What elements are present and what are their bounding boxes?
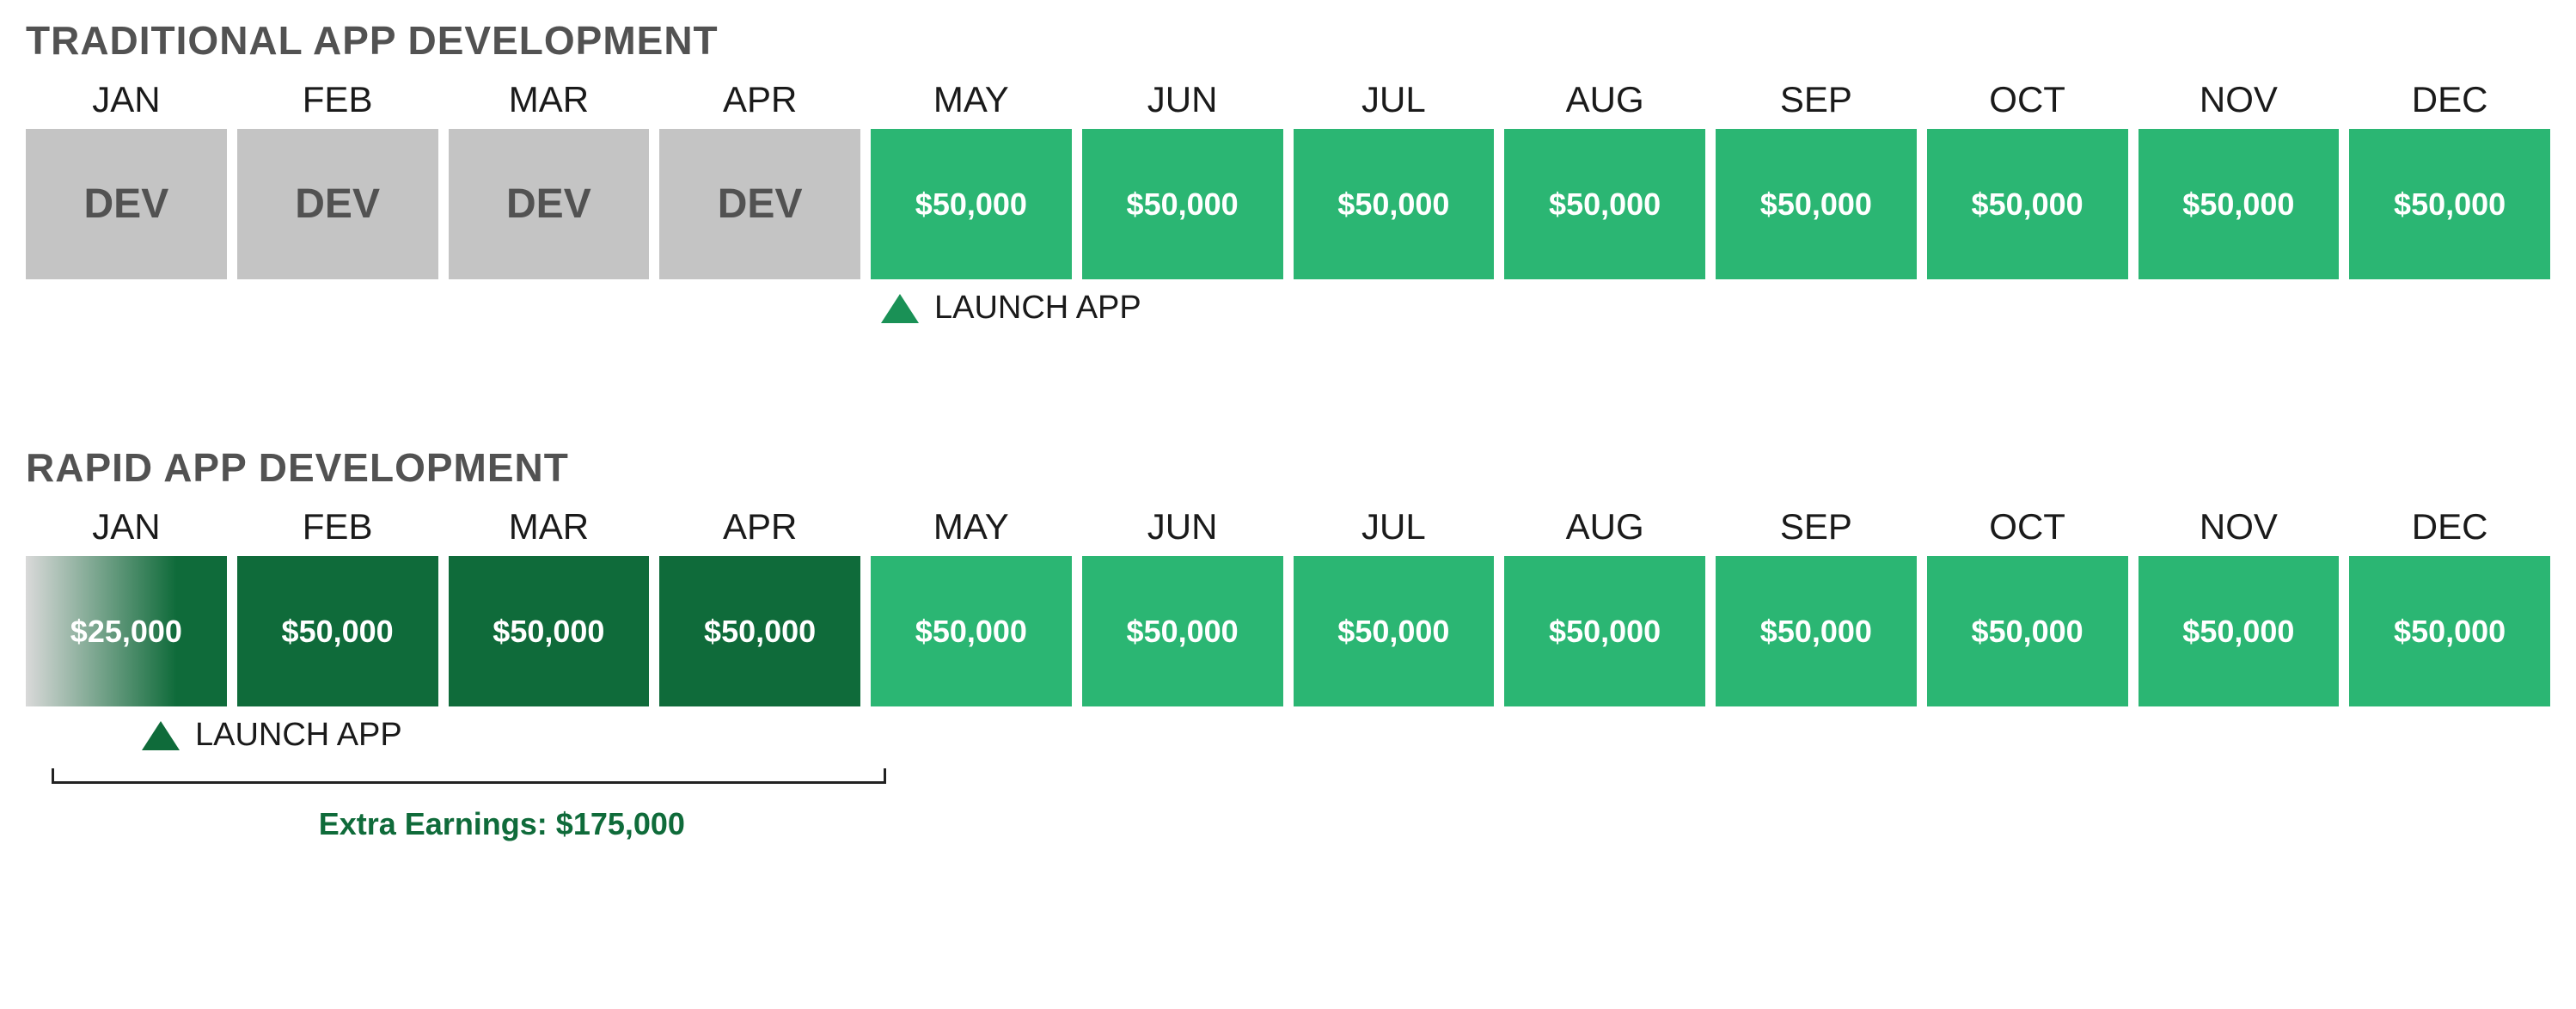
month-col: MAY $50,000 xyxy=(871,79,1072,279)
month-col: DEC $50,000 xyxy=(2349,79,2550,279)
month-col: JUN $50,000 xyxy=(1082,506,1283,706)
month-label: OCT xyxy=(1989,506,2065,547)
month-col: NOV $50,000 xyxy=(2139,79,2340,279)
rev-block: $50,000 xyxy=(1504,129,1705,279)
traditional-row: JAN DEV FEB DEV MAR DEV APR DEV MAY $50,000 JUN $50… xyxy=(26,79,2550,279)
month-col: MAY $50,000 xyxy=(871,506,1072,706)
month-label: JAN xyxy=(92,79,160,120)
traditional-launch-label: LAUNCH APP xyxy=(934,290,1141,327)
month-col: JUL $50,000 xyxy=(1294,506,1495,706)
month-col: FEB $50,000 xyxy=(237,506,438,706)
dev-block: DEV xyxy=(26,129,227,279)
rapid-row: JAN $25,000 FEB $50,000 MAR $50,000 APR $50,000… xyxy=(26,506,2550,706)
dev-block: DEV xyxy=(237,129,438,279)
month-col: JUN $50,000 xyxy=(1082,79,1283,279)
gradient-block: $25,000 xyxy=(26,556,227,706)
month-col: MAR $50,000 xyxy=(449,506,650,706)
month-col: OCT $50,000 xyxy=(1927,79,2128,279)
month-label: NOV xyxy=(2200,79,2278,120)
month-col: DEC $50,000 xyxy=(2349,506,2550,706)
rev-block: $50,000 xyxy=(1082,556,1283,706)
month-label: AUG xyxy=(1566,79,1644,120)
month-label: MAY xyxy=(933,79,1009,120)
extra-block: $50,000 xyxy=(659,556,860,706)
rapid-launch-marker: LAUNCH APP xyxy=(142,717,402,754)
month-label: DEC xyxy=(2412,79,2488,120)
month-label: OCT xyxy=(1989,79,2065,120)
rapid-section: RAPID APP DEVELOPMENT JAN $25,000 FEB $50,0… xyxy=(26,444,2550,842)
launch-triangle-icon xyxy=(881,294,919,323)
rev-block: $50,000 xyxy=(1716,129,1917,279)
extra-block: $50,000 xyxy=(449,556,650,706)
month-col: APR $50,000 xyxy=(659,506,860,706)
rev-block: $50,000 xyxy=(1294,129,1495,279)
month-col: MAR DEV xyxy=(449,79,650,279)
month-label: JUL xyxy=(1361,506,1426,547)
rev-block: $50,000 xyxy=(1927,556,2128,706)
month-label: JAN xyxy=(92,506,160,547)
month-col: JUL $50,000 xyxy=(1294,79,1495,279)
rev-block: $50,000 xyxy=(2349,556,2550,706)
traditional-title: TRADITIONAL APP DEVELOPMENT xyxy=(26,17,2550,64)
month-label: FEB xyxy=(303,79,373,120)
month-col: OCT $50,000 xyxy=(1927,506,2128,706)
rev-block: $50,000 xyxy=(1082,129,1283,279)
rapid-launch-label: LAUNCH APP xyxy=(195,717,402,754)
rev-block: $50,000 xyxy=(871,556,1072,706)
month-label: JUL xyxy=(1361,79,1426,120)
month-label: JUN xyxy=(1147,79,1218,120)
month-col: NOV $50,000 xyxy=(2139,506,2340,706)
month-col: FEB DEV xyxy=(237,79,438,279)
traditional-launch-marker: LAUNCH APP xyxy=(881,290,1141,327)
month-col: JAN $25,000 xyxy=(26,506,227,706)
rev-block: $50,000 xyxy=(1716,556,1917,706)
rev-block: $50,000 xyxy=(2139,129,2340,279)
month-col: AUG $50,000 xyxy=(1504,506,1705,706)
traditional-marker-row: LAUNCH APP xyxy=(26,290,2550,341)
month-label: MAR xyxy=(509,506,589,547)
month-col: JAN DEV xyxy=(26,79,227,279)
month-label: AUG xyxy=(1566,506,1644,547)
month-label: MAY xyxy=(933,506,1009,547)
month-col: AUG $50,000 xyxy=(1504,79,1705,279)
month-label: NOV xyxy=(2200,506,2278,547)
extra-earnings-bracket xyxy=(52,768,886,784)
rev-block: $50,000 xyxy=(1927,129,2128,279)
dev-block: DEV xyxy=(659,129,860,279)
launch-triangle-icon xyxy=(142,721,180,750)
month-label: JUN xyxy=(1147,506,1218,547)
dev-block: DEV xyxy=(449,129,650,279)
month-col: SEP $50,000 xyxy=(1716,79,1917,279)
month-label: FEB xyxy=(303,506,373,547)
rapid-marker-row: LAUNCH APP xyxy=(26,717,2550,768)
rapid-title: RAPID APP DEVELOPMENT xyxy=(26,444,2550,491)
rev-block: $50,000 xyxy=(1294,556,1495,706)
extra-block: $50,000 xyxy=(237,556,438,706)
extra-earnings-label: Extra Earnings: $175,000 xyxy=(319,806,2550,842)
month-col: SEP $50,000 xyxy=(1716,506,1917,706)
extra-earnings-bracket-row xyxy=(26,768,2550,803)
rev-block: $50,000 xyxy=(1504,556,1705,706)
month-label: DEC xyxy=(2412,506,2488,547)
rev-block: $50,000 xyxy=(2139,556,2340,706)
rev-block: $50,000 xyxy=(2349,129,2550,279)
month-label: MAR xyxy=(509,79,589,120)
month-label: APR xyxy=(723,79,797,120)
month-label: APR xyxy=(723,506,797,547)
month-col: APR DEV xyxy=(659,79,860,279)
month-label: SEP xyxy=(1780,79,1852,120)
rev-block: $50,000 xyxy=(871,129,1072,279)
month-label: SEP xyxy=(1780,506,1852,547)
traditional-section: TRADITIONAL APP DEVELOPMENT JAN DEV FEB DEV… xyxy=(26,17,2550,341)
